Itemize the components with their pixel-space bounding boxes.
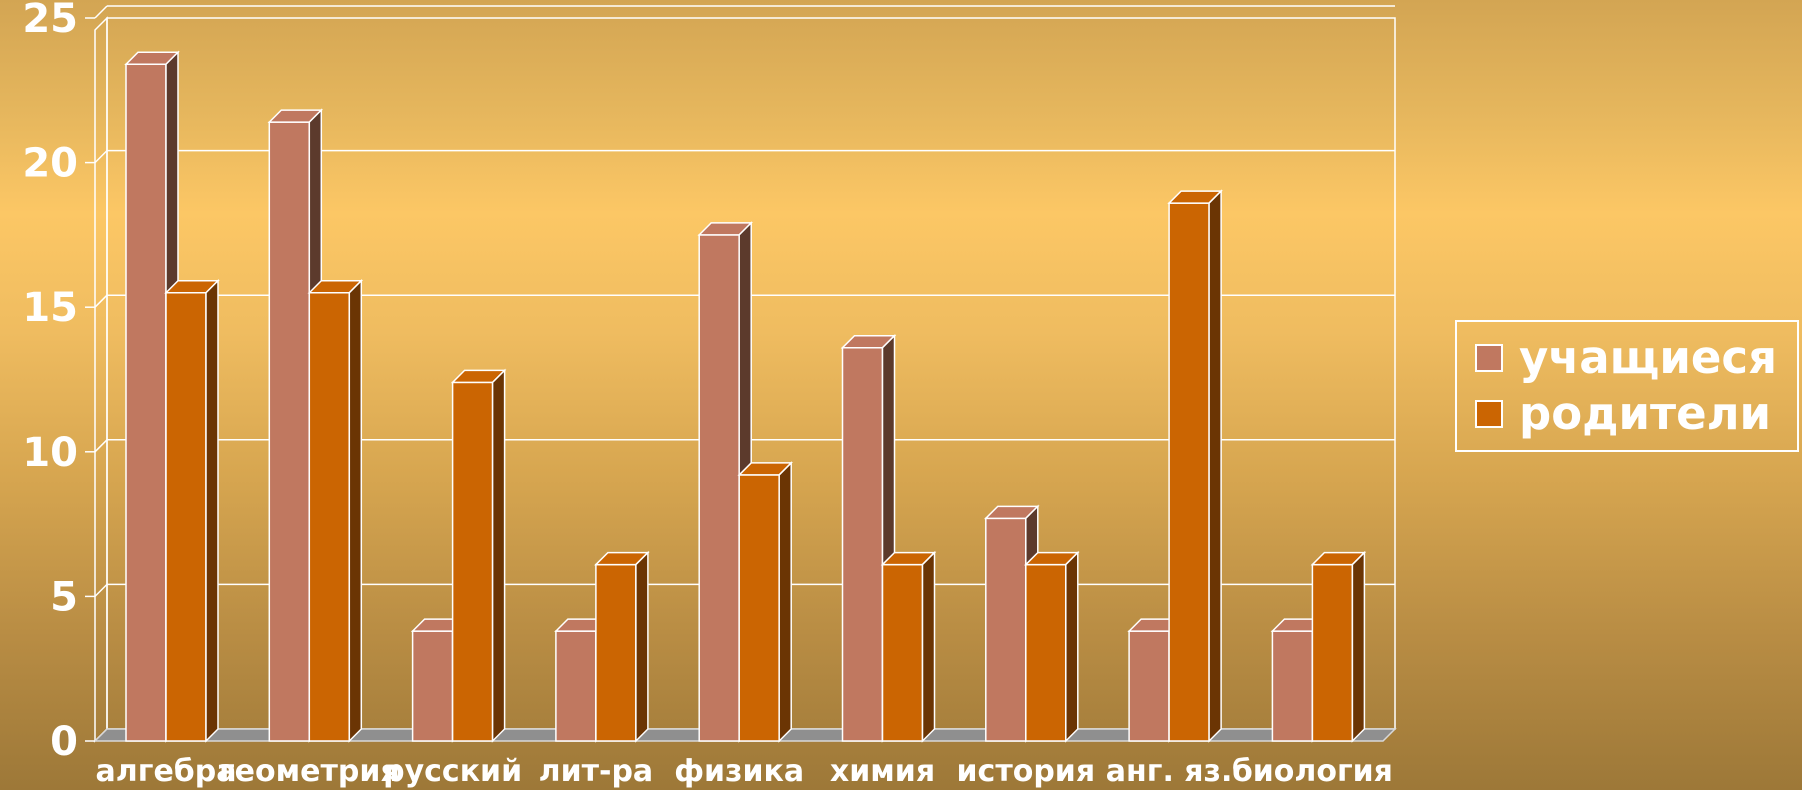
chart-side-wall <box>94 16 108 743</box>
gridline-side <box>94 5 108 19</box>
bar-series-2 <box>880 550 937 743</box>
legend-label-series-1: учащиеся <box>1519 331 1777 384</box>
x-category-label: геометрия <box>219 754 400 789</box>
chart-bars <box>124 50 1367 743</box>
legend-item-series-1: учащиеся <box>1475 332 1777 384</box>
legend-label-series-2: родители <box>1519 387 1772 440</box>
y-tick-label: 25 <box>22 0 78 42</box>
x-category-label: анг. яз. <box>1106 754 1233 789</box>
legend-item-series-2: родители <box>1475 388 1771 440</box>
bar-series-2 <box>1167 189 1223 743</box>
chart-legend: учащиеся родители <box>1455 320 1799 452</box>
gridline-side <box>94 150 108 164</box>
bar-series-2 <box>594 550 650 743</box>
y-axis-tick-labels: 0 5 10 15 20 25 <box>22 0 78 765</box>
gridline-side <box>94 294 108 308</box>
legend-swatch-series-2 <box>1475 400 1503 428</box>
bar-series-2 <box>737 461 794 743</box>
bar-series-2 <box>1023 550 1080 743</box>
legend-swatch-series-1 <box>1475 344 1503 372</box>
bar-series-2 <box>307 278 364 743</box>
bar-series-2 <box>450 368 507 743</box>
y-tick-label: 5 <box>50 574 78 620</box>
x-category-label: русский <box>383 754 522 789</box>
gridline-side <box>94 583 108 597</box>
x-category-label: алгебра <box>96 754 237 789</box>
bar-series-2 <box>164 278 220 743</box>
y-tick-label: 15 <box>22 285 78 331</box>
x-category-label: история <box>957 754 1096 789</box>
x-category-label: биология <box>1232 754 1393 789</box>
y-tick-label: 0 <box>50 719 78 765</box>
x-category-label: физика <box>674 754 804 789</box>
x-category-label: химия <box>830 754 935 789</box>
x-category-label: лит-ра <box>539 754 654 789</box>
gridline-side <box>94 439 108 453</box>
y-tick-label: 10 <box>22 430 78 476</box>
y-tick-label: 20 <box>22 141 78 187</box>
bar-series-2 <box>1310 550 1367 743</box>
